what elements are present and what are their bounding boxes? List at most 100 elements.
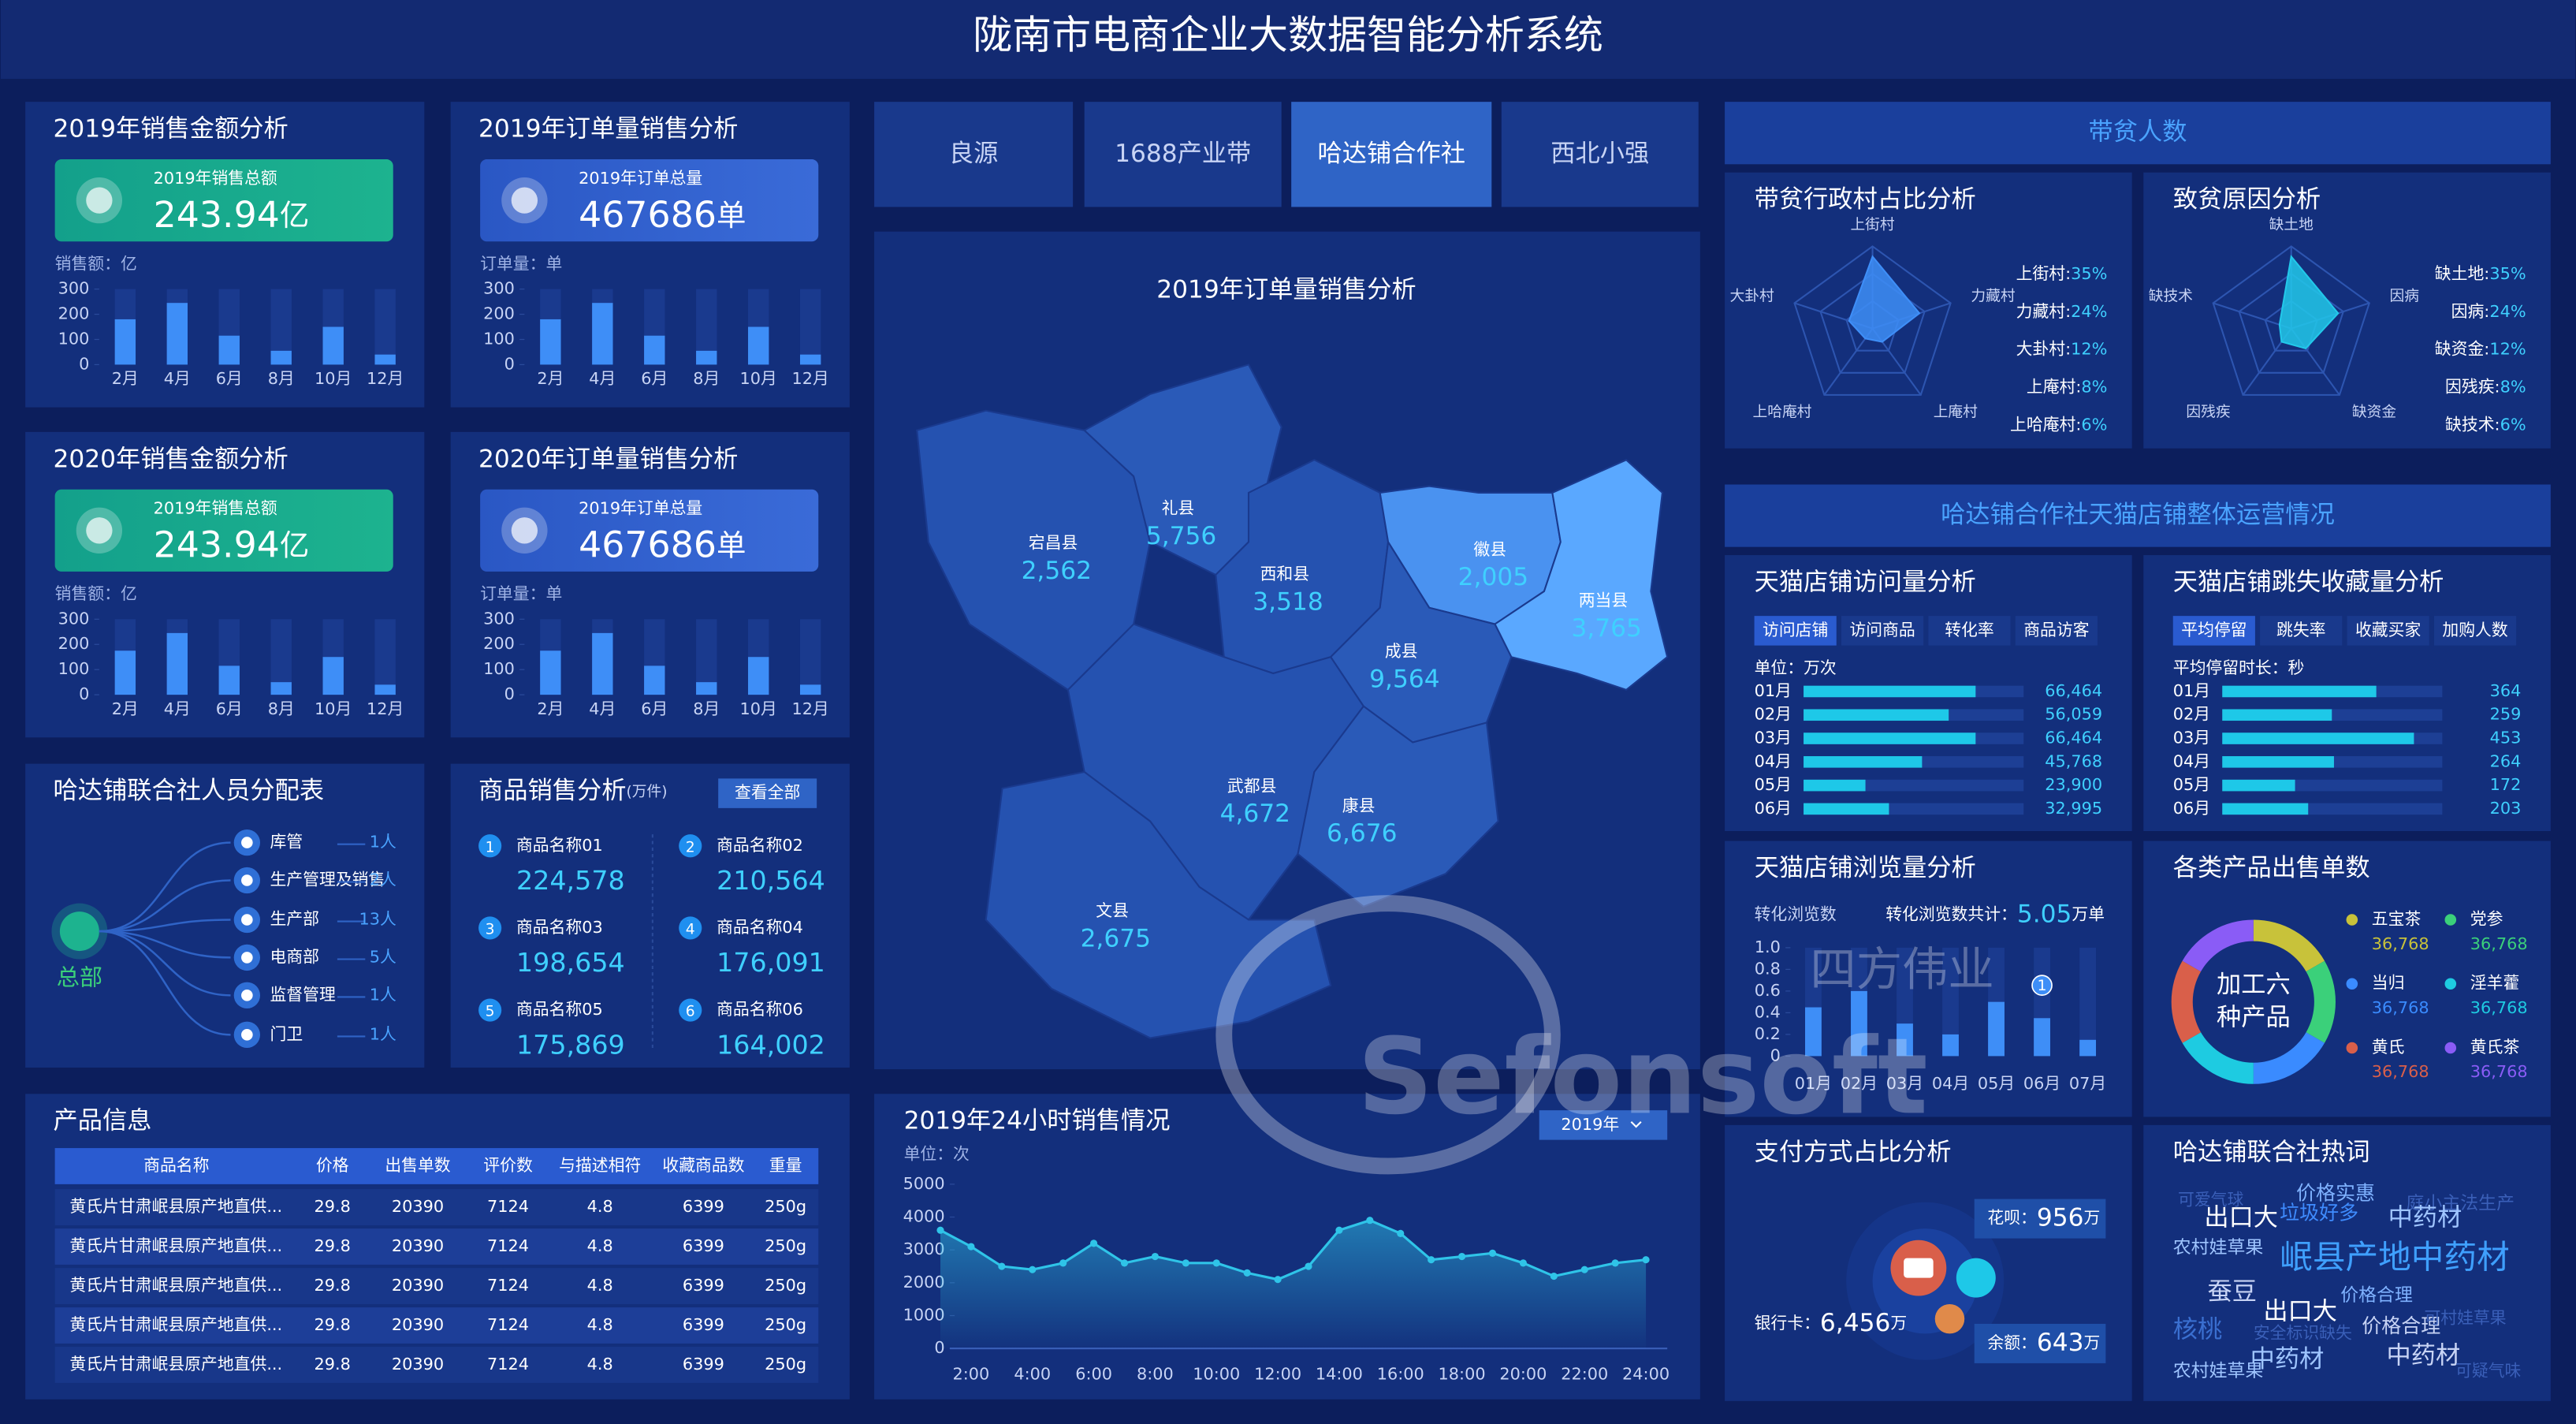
bar	[696, 682, 717, 695]
kpi-value-part: 243.94	[154, 192, 280, 235]
hot-word: 庭小主法生产	[2407, 1193, 2515, 1213]
bar	[1804, 779, 1866, 792]
product-name: 商品名称02	[717, 836, 803, 855]
x-tick-label: 8月	[268, 369, 295, 388]
radar-legend-part: 6%	[2081, 416, 2107, 434]
staff-name: 生产管理及销售	[270, 870, 385, 889]
chart-tab[interactable]	[2172, 616, 2255, 646]
kpi-card	[480, 159, 819, 242]
table-header-bg	[54, 1148, 819, 1184]
tab[interactable]	[1291, 102, 1492, 207]
hot-word: 价格实惠	[2296, 1181, 2375, 1204]
table-header-cell: 收藏商品数	[662, 1156, 744, 1175]
payment-label: 银行卡：6,456万	[1755, 1309, 1908, 1337]
radar-legend-part: :	[2495, 416, 2500, 434]
chart-tab[interactable]	[2260, 616, 2343, 646]
radar-legend-part: :	[2075, 416, 2081, 434]
chart-tab[interactable]	[2347, 616, 2429, 646]
table-row-bg	[54, 1268, 819, 1304]
huabei-icon	[1956, 1258, 1996, 1298]
staff-name: 库管	[270, 833, 303, 852]
y-tick-label: 200	[58, 634, 90, 653]
radar-legend-part: :	[2484, 340, 2489, 359]
chart-tab[interactable]	[2015, 616, 2098, 646]
line-point	[1550, 1272, 1558, 1280]
panel-title: 天猫店铺浏览量分析	[1755, 854, 1976, 882]
kpi-value: 467686单	[579, 192, 746, 235]
bar	[166, 303, 188, 365]
value-label: 23,900	[2045, 775, 2102, 794]
x-tick-label: 02月	[1841, 1074, 1878, 1093]
bar	[2222, 733, 2414, 744]
y-tick-label: 02月	[1755, 705, 1792, 724]
bar	[540, 650, 561, 695]
tab[interactable]	[1501, 102, 1699, 207]
line-point	[1305, 1262, 1312, 1270]
region-value: 3,765	[1571, 614, 1641, 643]
view-all-button[interactable]	[718, 778, 817, 808]
line-point	[1029, 1266, 1037, 1273]
legend-dot	[2346, 914, 2358, 926]
kpi-value-part: 243.94	[154, 523, 280, 565]
tab[interactable]	[1084, 102, 1282, 207]
x-tick-label: 8月	[268, 699, 295, 718]
chart-tab[interactable]	[1754, 616, 1837, 646]
y-tick-label: 0	[504, 684, 515, 703]
y-tick-label: 0	[79, 354, 89, 373]
radar-axis-label: 因病	[2390, 289, 2419, 305]
table-cell: 6399	[683, 1315, 724, 1334]
chart-tab[interactable]	[1841, 616, 1924, 646]
x-tick-label: 18:00	[1439, 1365, 1486, 1384]
product-name: 商品名称04	[717, 918, 803, 937]
table-row-bg	[54, 1307, 819, 1344]
bar	[2222, 709, 2332, 721]
bar	[2222, 803, 2309, 815]
panel-title: 哈达铺联合社热词	[2173, 1138, 2370, 1166]
region-value: 2,005	[1458, 563, 1528, 591]
radar-legend-part: :	[2484, 264, 2489, 283]
radar-legend-part: 力藏村	[2016, 302, 2066, 321]
donut-slice	[2306, 960, 2336, 1043]
axis-unit: 转化浏览数	[1755, 904, 1837, 923]
x-tick-label: 4月	[164, 699, 191, 718]
table-cell: 29.8	[314, 1355, 350, 1374]
tab-label: 西北小强	[1550, 140, 1649, 168]
tab[interactable]	[874, 102, 1074, 207]
bar	[1804, 709, 1949, 721]
x-tick-label: 8月	[693, 699, 720, 718]
table-row-bg	[54, 1228, 819, 1265]
bar	[114, 650, 136, 695]
y-tick-label: 04月	[1755, 751, 1792, 770]
staff-icon-inner	[241, 914, 253, 926]
section-title: 哈达铺合作社天猫店铺整体运营情况	[1941, 501, 2335, 529]
x-tick-label: 10月	[315, 369, 352, 388]
radar-axis-label: 上哈庵村	[1752, 404, 1811, 420]
rank-badge	[679, 834, 702, 858]
value-label: 172	[2490, 775, 2522, 794]
chart-tab[interactable]	[2433, 616, 2517, 646]
chart-tab-label: 转化率	[1945, 621, 1993, 639]
product-value: 210,564	[717, 865, 825, 896]
donut-center-label: 种产品	[2217, 1003, 2291, 1031]
bar	[748, 326, 769, 365]
table-cell: 20390	[392, 1276, 444, 1295]
hot-word: 中药材	[2387, 1342, 2461, 1370]
panel-title: 2019年订单量销售分析	[478, 115, 738, 144]
table-cell: 250g	[765, 1197, 806, 1216]
payment-box	[1974, 1198, 2106, 1239]
x-tick-label: 22:00	[1561, 1365, 1608, 1384]
kpi-card	[54, 159, 393, 242]
panel-title: 支付方式占比分析	[1755, 1138, 1952, 1166]
radar-axis-label: 上街村	[1850, 217, 1894, 233]
region-name: 武都县	[1227, 777, 1276, 796]
year-selector[interactable]	[1539, 1110, 1668, 1140]
y-tick-label: 5000	[903, 1174, 945, 1193]
staff-count: 5人	[370, 947, 396, 966]
line-point	[1212, 1259, 1220, 1267]
region-name: 徽县	[1473, 540, 1506, 559]
table-cell: 20390	[392, 1315, 444, 1334]
y-tick-label: 200	[58, 304, 90, 323]
table-row-bg	[54, 1347, 819, 1383]
table-header-cell: 商品名称	[143, 1156, 209, 1175]
chart-tab[interactable]	[1928, 616, 2011, 646]
